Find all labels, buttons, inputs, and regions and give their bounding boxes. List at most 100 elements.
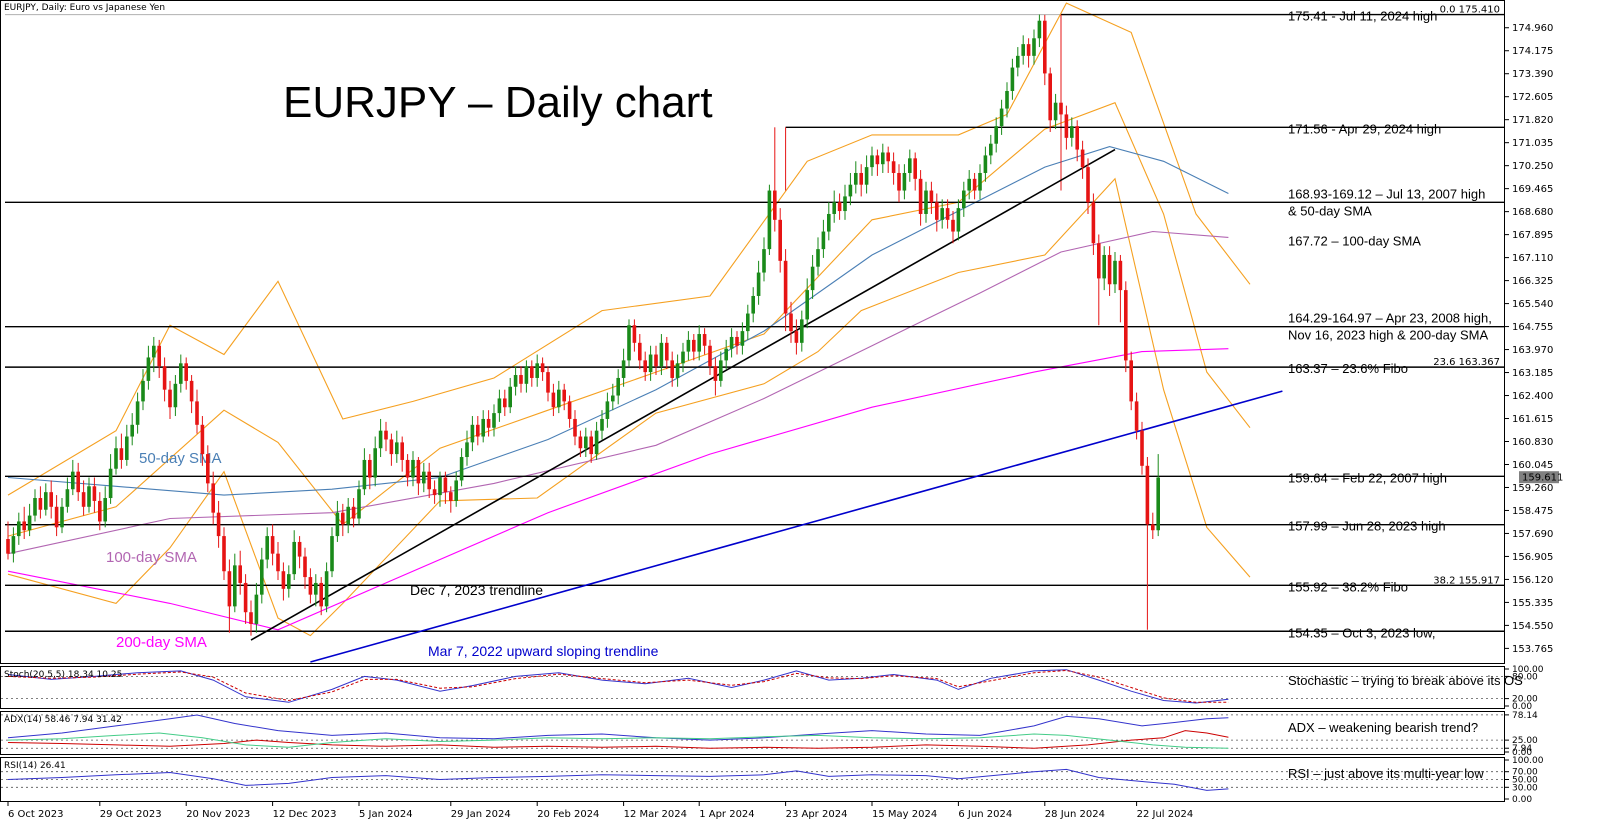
candle-body [929, 190, 934, 203]
candle-body [621, 360, 626, 378]
candle-body [562, 389, 566, 402]
time-tick-label: 5 Jan 2024 [359, 809, 413, 820]
candle-body [411, 459, 415, 478]
time-tick-label: 6 Oct 2023 [8, 809, 63, 820]
candle-body [108, 468, 113, 499]
candle-body [6, 539, 10, 554]
price-tick-label: 156.905 [1512, 552, 1553, 563]
candle-body [978, 172, 982, 191]
candle-body [508, 386, 512, 408]
candle-body [789, 313, 793, 332]
candle-body [319, 582, 323, 607]
price-tick-label: 167.110 [1512, 253, 1553, 264]
sma-label: 200-day SMA [116, 634, 207, 651]
candle-body [233, 565, 237, 607]
level-label: 167.72 – 100-day SMA [1288, 234, 1421, 249]
candle-body [351, 506, 356, 519]
candle-body [65, 489, 70, 507]
level-label: 163.37 – 23.6% Fibo [1288, 361, 1408, 376]
candle-body [616, 377, 620, 396]
bollinger-upper [7, 2, 1251, 496]
candle-body [794, 331, 799, 343]
candle-body [470, 424, 475, 443]
candle-body [335, 512, 340, 537]
candle-body [648, 354, 653, 373]
price-tick-label: 155.335 [1512, 598, 1553, 609]
price-tick-label: 163.185 [1512, 368, 1553, 379]
candle-body [773, 190, 777, 220]
candle-body [1113, 260, 1117, 285]
price-tick-label: 159.260 [1512, 483, 1553, 494]
candle-body [465, 442, 469, 458]
candle-body [551, 392, 556, 408]
trendline [310, 390, 1283, 663]
indicator-tick-label: 30.00 [1512, 783, 1538, 793]
candle-body [854, 172, 858, 185]
time-tick-label: 6 Jun 2024 [958, 809, 1012, 820]
candle-body [135, 401, 140, 425]
time-tick-label: 12 Dec 2023 [273, 809, 337, 820]
candle-body [924, 190, 928, 214]
candle-body [643, 360, 647, 373]
price-tick-label: 160.045 [1512, 460, 1553, 471]
price-tick-label: 163.970 [1512, 345, 1553, 356]
bollinger-lower [7, 177, 1251, 637]
candle-body [962, 190, 966, 209]
candle-body [184, 363, 188, 381]
chart-title: EURJPY – Daily chart [283, 78, 713, 127]
price-tick-label: 168.680 [1512, 207, 1553, 218]
candle-body [249, 612, 253, 624]
candle-body [1151, 524, 1155, 531]
candle-body [870, 155, 874, 168]
candle-body [675, 363, 680, 378]
candle-body [1032, 38, 1036, 56]
candle-body [492, 413, 496, 428]
candle-body [864, 167, 869, 185]
candle-body [594, 430, 599, 455]
candle-body [540, 363, 545, 373]
candle-body [222, 536, 226, 572]
candle-body [702, 334, 707, 346]
candle-body [416, 459, 421, 484]
candle-body [902, 172, 907, 191]
candle-body [179, 363, 183, 384]
candle-body [270, 536, 275, 554]
last-price-tag-bg [1519, 471, 1559, 484]
candle-body [816, 249, 820, 267]
price-tick-label: 156.120 [1512, 575, 1553, 586]
candle-body [287, 574, 291, 589]
candle-body [281, 571, 286, 589]
candle-body [1075, 126, 1079, 150]
time-tick-label: 29 Jan 2024 [451, 809, 511, 820]
candle-body [573, 418, 577, 437]
candle-body [724, 348, 728, 361]
candle-body [357, 489, 361, 519]
candle-body [627, 325, 631, 361]
candle-body [535, 363, 539, 378]
candle-body [1124, 290, 1128, 361]
candle-body [940, 208, 944, 220]
candle-body [341, 512, 345, 525]
candle-body [524, 366, 529, 384]
candle-body [265, 536, 269, 560]
adx-pane-frame [0, 711, 1505, 755]
candle-body [756, 272, 761, 296]
candle-body [297, 541, 302, 557]
candle-body [141, 380, 145, 402]
key-levels: 175.41 - Jul 11, 2024 high 171.56 - Apr 2… [5, 9, 1504, 640]
candle-body [157, 345, 161, 367]
RSI-annotation: RSI – just above its multi-year low [1288, 766, 1484, 781]
candle-body [1037, 20, 1042, 39]
price-tick-label: 164.755 [1512, 322, 1553, 333]
price-tick-label: 172.605 [1512, 92, 1553, 103]
candles [6, 14, 1160, 636]
candle-body [530, 366, 534, 378]
time-axis: 6 Oct 2023 29 Oct 2023 20 Nov 2023 12 Dec 2… [7, 802, 1193, 820]
time-tick-label: 1 Apr 2024 [699, 809, 754, 820]
candle-body [119, 448, 124, 460]
candle-body [81, 492, 86, 507]
candle-body [584, 436, 588, 449]
candle-body [292, 541, 296, 575]
candle-body [908, 158, 912, 173]
